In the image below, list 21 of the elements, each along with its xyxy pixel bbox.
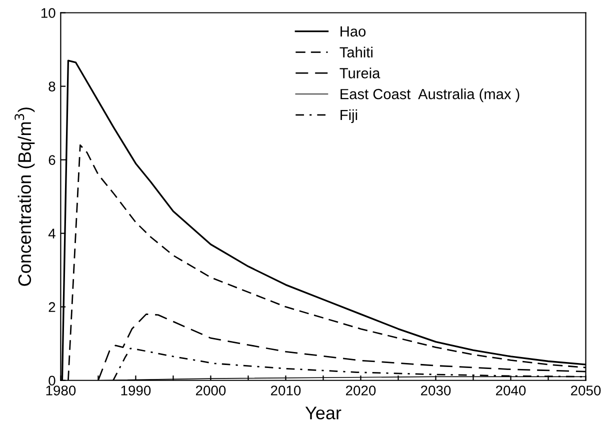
y-tick-label: 8: [48, 82, 56, 92]
x-tick-label: 2010: [270, 386, 301, 396]
y-tick-label: 10: [41, 8, 56, 18]
y-axis-title: Concentration (Bq/m$^{3}$): [14, 108, 35, 286]
y-tick-label: 2: [48, 302, 56, 312]
x-tick-label: 2000: [196, 386, 226, 396]
x-tick-label: 1980: [46, 386, 76, 396]
x-tick-label: 2020: [346, 386, 376, 396]
legend-label: Hao: [340, 26, 366, 37]
legend-label: East Coast Australia (max ): [340, 88, 520, 102]
legend-label: Fiji: [340, 109, 358, 124]
x-tick-label: 2030: [420, 386, 451, 396]
y-tick-label: 4: [48, 228, 56, 238]
x-tick-label: 2040: [496, 386, 526, 396]
y-tick-label: 6: [48, 155, 56, 165]
y-tick-label: 0: [48, 376, 56, 386]
x-axis-title: Year: [305, 406, 342, 420]
x-tick-label: 1990: [121, 386, 151, 396]
legend-label: Tureia: [340, 68, 380, 78]
legend-label: Tahiti: [340, 46, 372, 58]
x-tick-label: 2050: [571, 386, 601, 396]
